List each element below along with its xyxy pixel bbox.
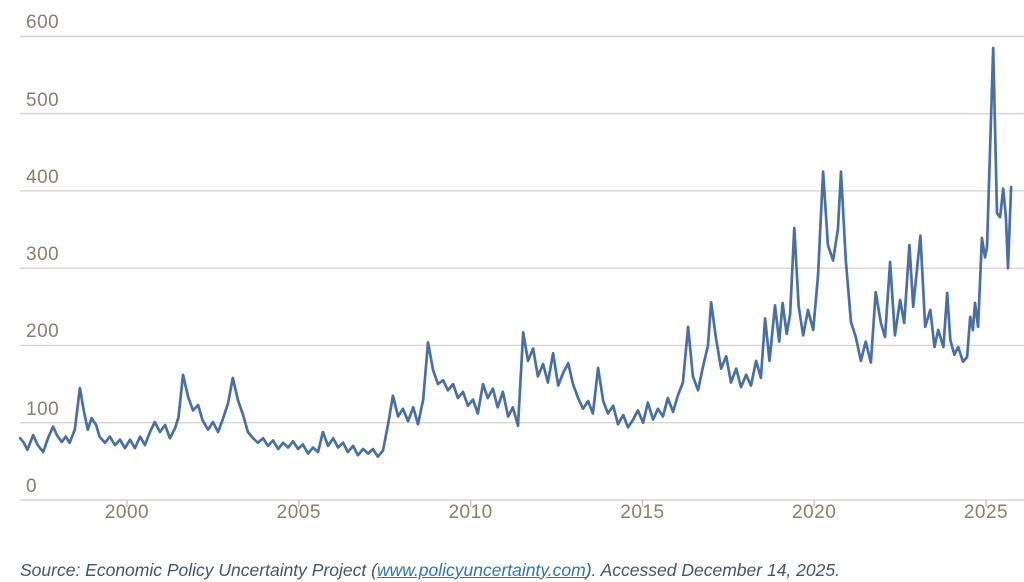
y-axis-label: 600 <box>26 12 60 34</box>
x-axis-label: 2005 <box>276 502 321 523</box>
x-axis-label: 2025 <box>963 502 1009 523</box>
epu-series-line <box>18 46 1013 459</box>
y-axis-label: 100 <box>26 398 60 420</box>
x-axis-label: 2010 <box>448 502 493 523</box>
x-axis-label: 2020 <box>792 502 837 523</box>
y-axis-label: 200 <box>26 321 60 343</box>
source-caption-suffix: ). Accessed December 14, 2025. <box>585 559 840 580</box>
y-axis-label: 400 <box>26 166 60 188</box>
source-link[interactable]: www.policyuncertainty.com <box>376 559 586 580</box>
y-axis-label: 0 <box>26 476 38 497</box>
source-caption-prefix: Source: Economic Policy Uncertainty Proj… <box>20 559 377 580</box>
y-axis-label: 500 <box>26 89 60 111</box>
chart-canvas <box>18 35 1024 507</box>
source-caption: Source: Economic Policy Uncertainty Proj… <box>20 558 1010 582</box>
y-axis-label: 300 <box>26 244 60 266</box>
epu-line-chart: 0 100 200 300 400 500 600 2000 2005 2010 2015 2020 2… <box>18 12 1024 523</box>
x-axis-label: 2000 <box>104 502 150 523</box>
x-axis-label: 2015 <box>620 502 665 523</box>
